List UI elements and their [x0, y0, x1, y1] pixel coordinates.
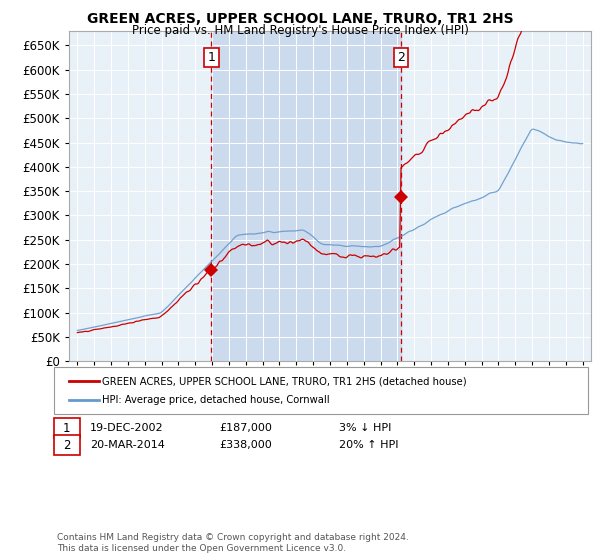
Text: GREEN ACRES, UPPER SCHOOL LANE, TRURO, TR1 2HS (detached house): GREEN ACRES, UPPER SCHOOL LANE, TRURO, T… [102, 376, 467, 386]
Text: 2: 2 [397, 51, 405, 64]
Text: GREEN ACRES, UPPER SCHOOL LANE, TRURO, TR1 2HS: GREEN ACRES, UPPER SCHOOL LANE, TRURO, T… [86, 12, 514, 26]
Text: £187,000: £187,000 [219, 423, 272, 433]
Text: 1: 1 [63, 422, 71, 435]
Text: 19-DEC-2002: 19-DEC-2002 [90, 423, 164, 433]
Text: Price paid vs. HM Land Registry's House Price Index (HPI): Price paid vs. HM Land Registry's House … [131, 24, 469, 36]
Text: £338,000: £338,000 [219, 440, 272, 450]
Text: Contains HM Land Registry data © Crown copyright and database right 2024.
This d: Contains HM Land Registry data © Crown c… [57, 533, 409, 553]
Text: 20-MAR-2014: 20-MAR-2014 [90, 440, 165, 450]
Text: 1: 1 [208, 51, 215, 64]
Text: 3% ↓ HPI: 3% ↓ HPI [339, 423, 391, 433]
Text: 20% ↑ HPI: 20% ↑ HPI [339, 440, 398, 450]
Text: 2: 2 [63, 438, 71, 452]
Bar [211, 31, 401, 361]
Text: HPI: Average price, detached house, Cornwall: HPI: Average price, detached house, Corn… [102, 395, 329, 405]
